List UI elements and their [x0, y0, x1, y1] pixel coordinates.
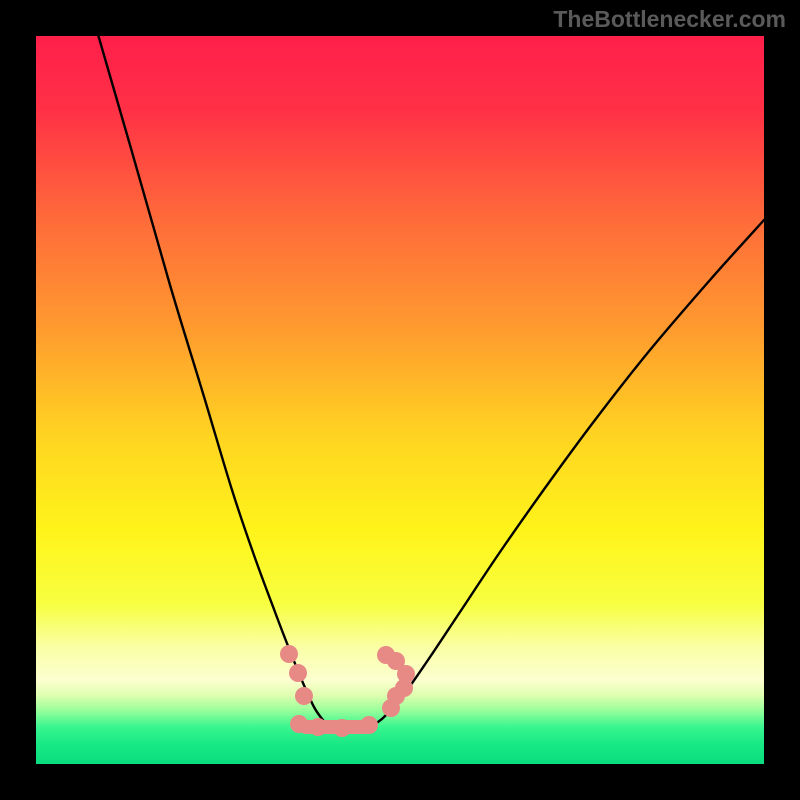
watermark-text: TheBottlenecker.com — [553, 6, 786, 33]
gradient-background — [36, 36, 764, 764]
chart-stage: TheBottlenecker.com — [0, 0, 800, 800]
